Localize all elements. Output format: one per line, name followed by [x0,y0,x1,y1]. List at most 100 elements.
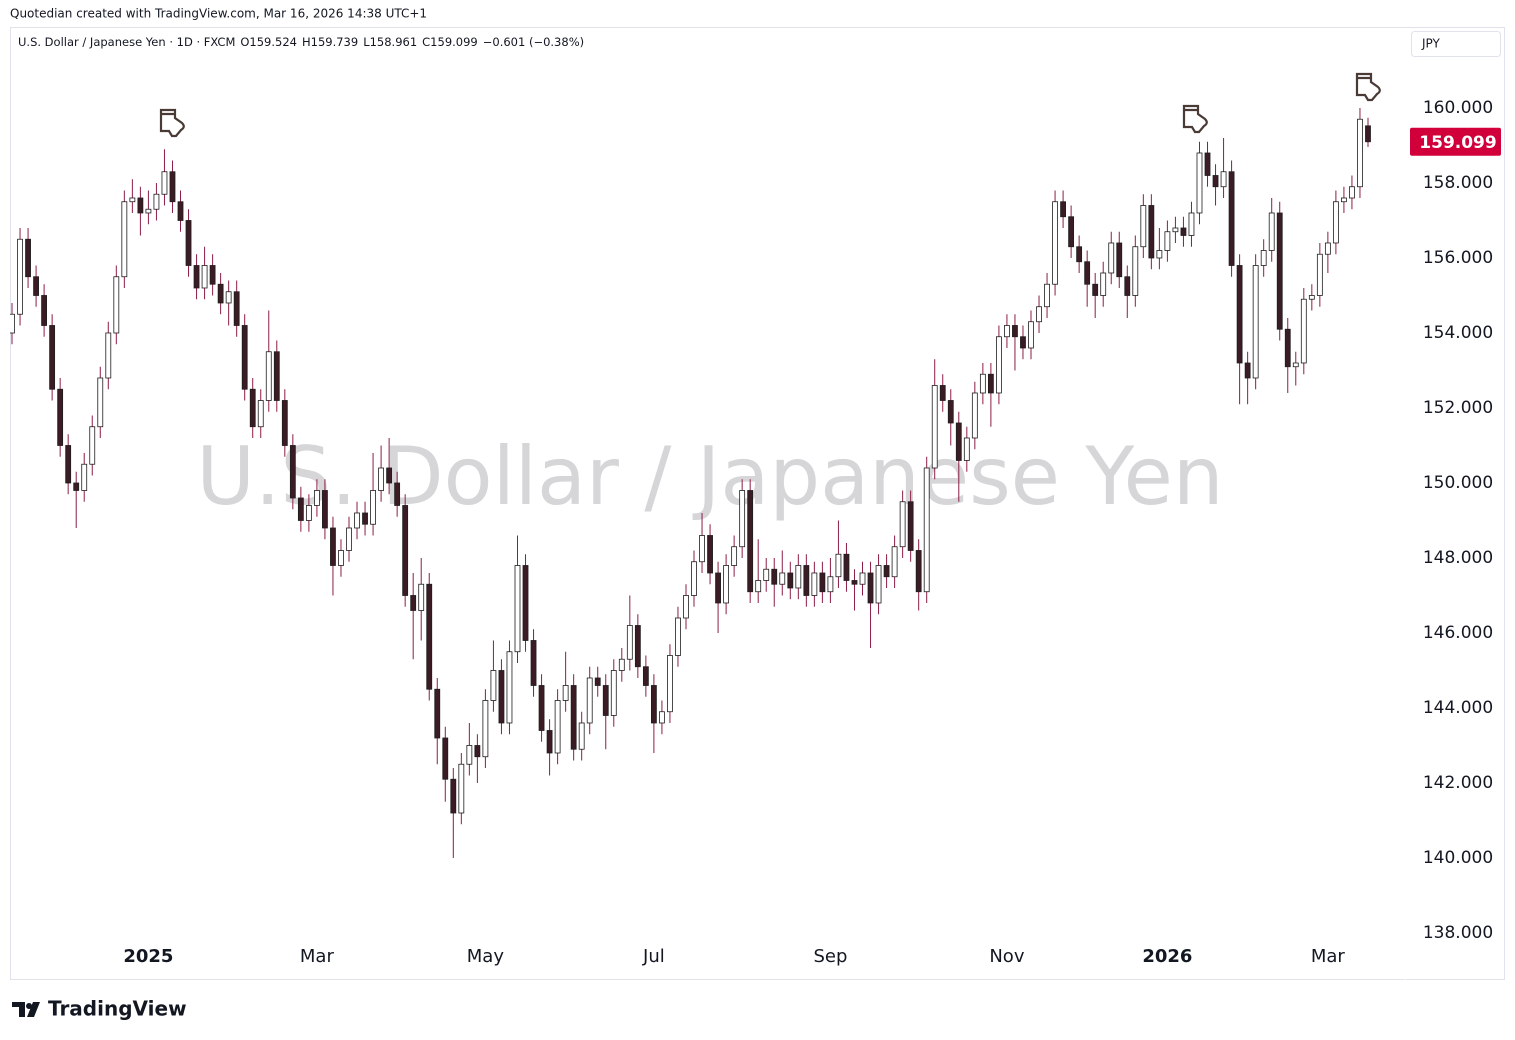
currency[interactable]: JPY [1421,37,1441,51]
candle-body [1268,212,1275,251]
brand-logo: TradingView [12,997,187,1021]
candle-body [193,265,200,289]
plot-area [10,107,1371,858]
candle-body [490,670,497,701]
candle-body [217,283,224,304]
candle-body [1300,298,1307,364]
candle-body [346,527,352,551]
candle-body [1284,328,1291,368]
candle-body [923,467,930,593]
candle-body [755,580,762,593]
y-tick-label: 152.000 [1423,398,1493,418]
candle-body [466,745,473,765]
candle-body [57,388,64,446]
candle-body [241,325,248,390]
candle-body [1012,325,1018,338]
candle-body [225,291,232,304]
candle-body [1036,306,1042,323]
candle-body [10,313,15,334]
candle-body [546,730,553,754]
candle-body [955,422,962,461]
candle-body [153,193,160,210]
candle-body [97,377,104,428]
y-tick-label: 154.000 [1423,323,1493,343]
candle-body [33,276,39,296]
candle-body [418,583,425,611]
x-tick-label: May [467,946,505,967]
y-tick-label: 150.000 [1423,473,1493,493]
ohlc-close: C159.099 [422,35,478,49]
candle-body [177,201,184,221]
candle-body [362,512,368,525]
candle-body [667,655,673,713]
candle-body [233,291,240,326]
candle-body [450,778,457,814]
candle-body [1140,205,1147,248]
candle-body [1020,336,1026,349]
candle-body [386,467,393,484]
candle-body [209,265,216,285]
candle-body [979,373,986,394]
candle-body [675,617,681,656]
hand-marker [159,108,185,138]
candle-body [338,550,344,566]
candle-body [410,595,417,611]
y-tick-label: 144.000 [1423,698,1493,718]
candle-body [538,685,545,731]
candle-body [659,711,665,724]
candle-body [161,171,168,195]
x-tick-label: Mar [300,946,335,967]
candle-body [265,351,272,401]
candle-body [803,565,810,596]
candle-body [642,666,649,686]
legend-header: U.S. Dollar / Japanese Yen · 1D · FXCM O1… [18,35,584,49]
candle-body [458,763,465,814]
candle-body [683,595,689,619]
y-tick-label: 140.000 [1423,848,1493,868]
candle-body [963,437,970,461]
candle-body [1365,125,1371,143]
candle-body [322,490,328,529]
candle-body [707,535,713,574]
candle-body [442,737,449,780]
candle-body [618,658,625,671]
candle-body [947,400,954,424]
candle-body [875,565,882,604]
candle-body [787,572,794,589]
candle-body [739,490,746,548]
currency-box[interactable] [1411,31,1501,57]
candle-body [1332,201,1339,244]
candle-body [1260,250,1267,266]
candle-body [602,685,609,716]
candle-body [1044,283,1050,308]
candle-body [1076,246,1083,263]
candle-body [426,583,433,690]
candle-body [65,445,72,484]
candle-body [1349,186,1355,199]
candle-body [482,700,489,758]
y-tick-label: 138.000 [1423,923,1493,943]
candle-body [1148,205,1155,259]
candle-body [650,685,657,724]
candle-body [1228,171,1235,266]
candle-body [514,565,521,653]
candle-body [1084,261,1091,285]
candle-body [562,685,569,701]
candle-body [795,565,802,589]
candle-body [827,576,834,593]
candle-body [987,373,994,394]
candle-body [1108,242,1115,274]
candle-body [626,625,633,660]
candle-body [859,572,866,585]
candle-body [370,490,376,525]
candle-body [899,501,906,548]
candle-body [915,550,922,593]
candle-body [1204,152,1211,176]
y-tick-label: 160.000 [1423,98,1493,118]
candle-body [474,745,481,758]
y-tick-label: 148.000 [1423,548,1493,568]
candle-body [779,572,786,585]
candle-body [843,553,850,581]
candle-body [330,527,336,566]
candle-body [763,568,770,581]
